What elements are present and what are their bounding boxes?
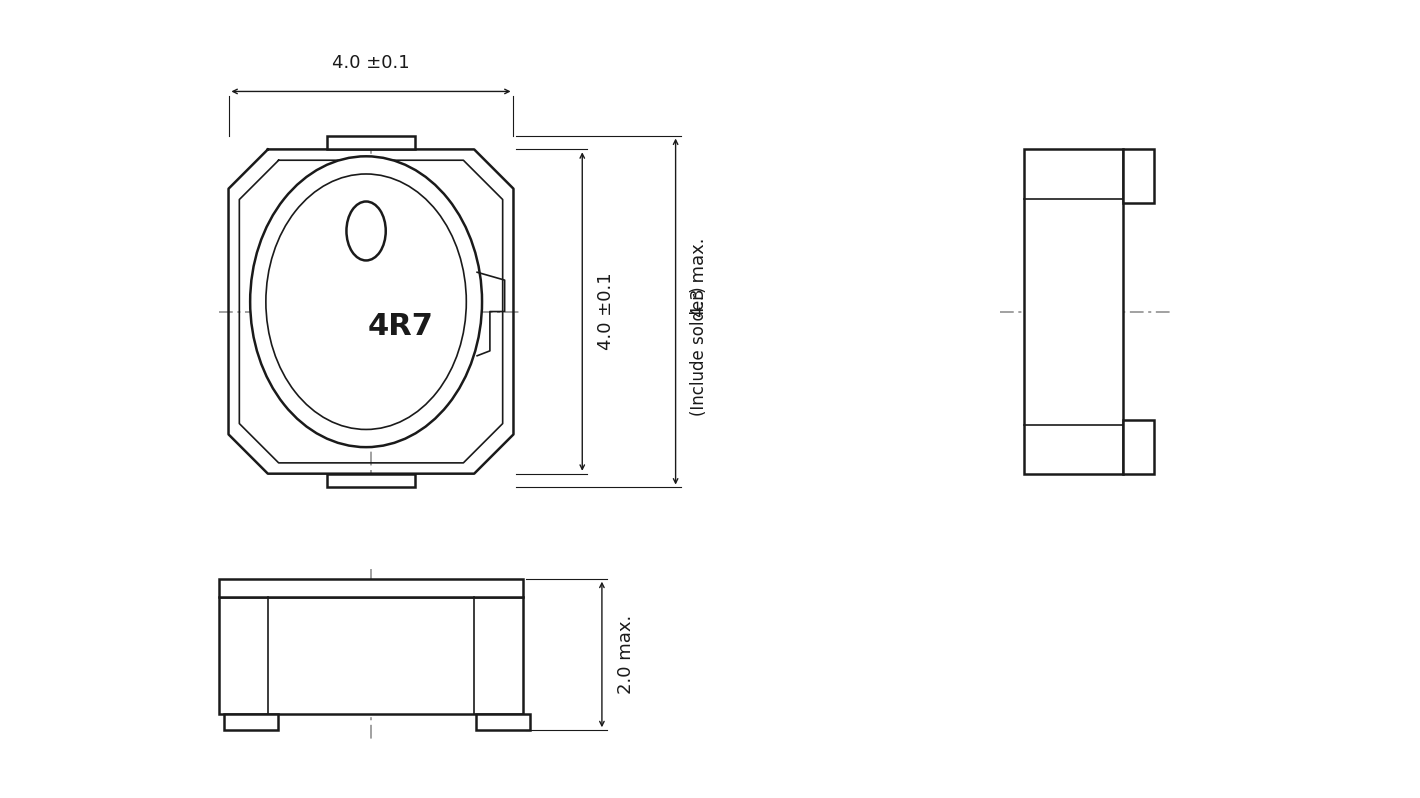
Text: (Include solder): (Include solder)	[690, 286, 709, 416]
Text: 4.3 max.: 4.3 max.	[690, 238, 709, 317]
Bar	[1123, 149, 1154, 203]
Bar	[327, 474, 415, 488]
Bar	[476, 714, 530, 730]
Bar	[327, 136, 415, 149]
Bar	[219, 596, 524, 714]
Ellipse shape	[250, 156, 481, 447]
Ellipse shape	[266, 174, 466, 429]
Bar	[223, 714, 278, 730]
Bar	[1123, 420, 1154, 474]
Bar	[1024, 149, 1123, 474]
Text: 2.0 max.: 2.0 max.	[616, 614, 635, 694]
Ellipse shape	[346, 202, 386, 260]
Text: 4.0 ±0.1: 4.0 ±0.1	[332, 53, 410, 72]
Text: 4R7: 4R7	[368, 312, 433, 341]
Text: 4.0 ±0.1: 4.0 ±0.1	[596, 273, 615, 350]
Bar	[219, 579, 524, 596]
